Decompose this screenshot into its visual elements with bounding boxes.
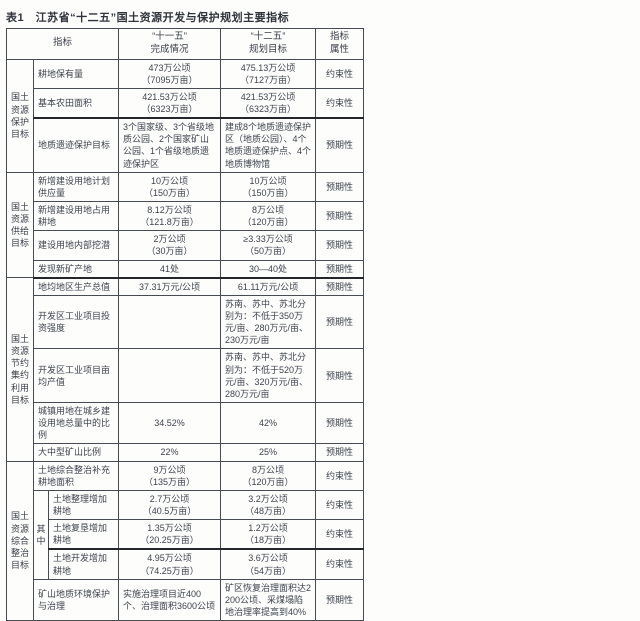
indicator-label: 地质遗迹保护目标 (33, 117, 119, 173)
value-12th: 61.11万元/公顷 (220, 277, 316, 296)
value-12th: 建成8个地质遗迹保护区（地质公园）、4个地质遗迹保护点、4个地质博物馆 (220, 117, 316, 173)
indicator-label: 开发区工业项目投资强度 (33, 294, 119, 350)
indicator-label: 土地综合整治补充耕地面积 (33, 460, 119, 491)
table-row: 城镇用地在城乡建设用地总量中的比例 34.52% 42% 预期性 (7, 401, 364, 445)
value-11th: 34.52% (118, 401, 221, 445)
group-cell-protection: 国土资源保护目标 (6, 58, 34, 173)
table-row: 国土资源保护目标 耕地保有量 473万公顷 （7095万亩） 475.13万公顷… (6, 58, 364, 173)
value-11th: 22% (118, 443, 221, 462)
header-attribute: 指标 属性 (315, 28, 364, 60)
attribute-cell: 约束性 (315, 489, 364, 521)
value-12th: 3.6万公顷 （54万亩） (220, 548, 316, 580)
group-cell-remediation: 国土资源综合整治目标 (6, 460, 34, 621)
value-12th: 8万公顷 （120万亩） (220, 201, 316, 232)
value-11th: 9万公顷 （135万亩） (118, 460, 221, 491)
value-12th: ≥3.33万公顷 （50万亩） (220, 230, 316, 261)
value-12th: 421.53万公顷 （6323万亩） (220, 87, 316, 120)
attribute-cell: 预期性 (315, 443, 364, 462)
indicator-label: 耕地保有量 (33, 58, 119, 89)
table-row: 地质遗迹保护目标 3个国家级、3个省级地质公园、2个国家矿山公园、1个省级地质遗… (7, 117, 364, 173)
value-12th: 42% (220, 401, 316, 445)
value-12th: 10万公顷 （150万亩） (220, 171, 316, 203)
table-row: 开发区工业项目投资强度 苏南、苏中、苏北分别为：不低于350万元/亩、280万元… (7, 294, 364, 350)
indicator-label: 矿山地质环境保护与治理 (33, 578, 119, 621)
table-row: 其中 土地整理增加耕地 2.7万公顷 （40.5万亩） 3.2万公顷 （48万亩… (7, 489, 364, 580)
indicator-label: 发现新矿产地 (33, 259, 119, 279)
value-12th: 8万公顷 （120万亩） (220, 460, 316, 491)
attribute-cell: 约束性 (315, 519, 364, 551)
indicator-label: 土地开发增加耕地 (48, 548, 119, 580)
table-row: 国土资源综合整治目标 土地综合整治补充耕地面积 9万公顷 （135万亩） 8万公… (6, 460, 364, 621)
header-indicator: 指标 (6, 28, 119, 60)
table-row: 大中型矿山比例 22% 25% 预期性 (7, 443, 364, 462)
indicator-label: 土地整理增加耕地 (48, 489, 119, 521)
group-cell-supply: 国土资源供给目标 (6, 171, 34, 279)
table-header-row: 指标 “十一五” 完成情况 “十二五” 规划目标 指标 属性 (6, 28, 364, 60)
attribute-cell: 预期性 (315, 401, 364, 445)
value-11th: 2万公顷 （30万亩） (118, 230, 221, 261)
table-row: 土地开发增加耕地 4.95万公顷 （74.25万亩） 3.6万公顷 （54万亩）… (7, 548, 364, 580)
value-11th: 421.53万公顷 （6323万亩） (118, 87, 221, 120)
attribute-cell: 约束性 (315, 460, 364, 491)
header-period-12th: “十二五” 规划目标 (220, 28, 316, 60)
table-row: 基本农田面积 421.53万公顷 （6323万亩） 421.53万公顷 （632… (7, 87, 364, 120)
value-11th (118, 348, 221, 403)
attribute-cell: 约束性 (315, 58, 364, 89)
value-11th: 41处 (118, 259, 221, 279)
subgroup-cell-among-which: 其中 (33, 489, 49, 580)
indicator-label: 建设用地内部挖潜 (33, 230, 119, 261)
value-11th: 10万公顷 （150万亩） (118, 171, 221, 203)
indicator-label: 新增建设用地占用耕地 (33, 201, 119, 232)
attribute-cell: 约束性 (315, 548, 364, 580)
indicator-label: 地均地区生产总值 (33, 277, 119, 296)
table-row: 开发区工业项目亩均产值 苏南、苏中、苏北分别为：不低于520万元/亩、320万元… (7, 348, 364, 403)
value-12th: 矿区恢复治理面积达2200公顷、采煤塌陷地治理率提高到40% (220, 578, 316, 621)
attribute-cell: 约束性 (315, 87, 364, 120)
value-12th: 30—40处 (220, 259, 316, 279)
table-row: 国土资源节约集约利用目标 地均地区生产总值 37.31万元/公顷 61.11万元… (6, 277, 364, 462)
indicator-label: 新增建设用地计划供应量 (33, 171, 119, 203)
attribute-cell: 预期性 (315, 259, 364, 279)
value-11th: 8.12万公顷 （121.8万亩） (118, 201, 221, 232)
value-12th: 苏南、苏中、苏北分别为：不低于520万元/亩、320万元/亩、280万元/亩 (220, 348, 316, 403)
table-row: 新增建设用地占用耕地 8.12万公顷 （121.8万亩） 8万公顷 （120万亩… (7, 201, 364, 232)
indicator-label: 开发区工业项目亩均产值 (33, 348, 119, 403)
attribute-cell: 预期性 (315, 578, 364, 621)
table-row: 矿山地质环境保护与治理 实施治理项目近400个、治理面积3600公顷 矿区恢复治… (7, 578, 364, 621)
indicator-label: 基本农田面积 (33, 87, 119, 120)
table-row: 土地复垦增加耕地 1.35万公顷 （20.25万亩） 1.2万公顷 （18万亩）… (7, 519, 364, 551)
value-11th: 4.95万公顷 （74.25万亩） (118, 548, 221, 580)
attribute-cell: 预期性 (315, 171, 364, 203)
group-cell-intensive-use: 国土资源节约集约利用目标 (6, 277, 34, 462)
attribute-cell: 预期性 (315, 230, 364, 261)
value-12th: 苏南、苏中、苏北分别为：不低于350万元/亩、280万元/亩、230万元/亩 (220, 294, 316, 350)
value-12th: 3.2万公顷 （48万亩） (220, 489, 316, 521)
indicator-label: 城镇用地在城乡建设用地总量中的比例 (33, 401, 119, 445)
value-11th: 3个国家级、3个省级地质公园、2个国家矿山公园、1个省级地质遗迹保护区 (118, 117, 221, 173)
attribute-cell: 预期性 (315, 294, 364, 350)
value-11th: 473万公顷 （7095万亩） (118, 58, 221, 89)
table-row: 发现新矿产地 41处 30—40处 预期性 (7, 259, 364, 279)
indicator-table: 指标 “十一五” 完成情况 “十二五” 规划目标 指标 属性 国土资源保护目标 … (6, 28, 364, 621)
value-11th (118, 294, 221, 350)
attribute-cell: 预期性 (315, 277, 364, 296)
attribute-cell: 预期性 (315, 201, 364, 232)
indicator-label: 大中型矿山比例 (33, 443, 119, 462)
value-12th: 1.2万公顷 （18万亩） (220, 519, 316, 551)
value-11th: 2.7万公顷 （40.5万亩） (118, 489, 221, 521)
value-11th: 实施治理项目近400个、治理面积3600公顷 (118, 578, 221, 621)
table-row: 建设用地内部挖潜 2万公顷 （30万亩） ≥3.33万公顷 （50万亩） 预期性 (7, 230, 364, 261)
value-12th: 475.13万公顷 （7127万亩） (220, 58, 316, 89)
value-11th: 37.31万元/公顷 (118, 277, 221, 296)
header-period-11th: “十一五” 完成情况 (118, 28, 221, 60)
attribute-cell: 预期性 (315, 117, 364, 173)
indicator-label: 土地复垦增加耕地 (48, 519, 119, 551)
value-11th: 1.35万公顷 （20.25万亩） (118, 519, 221, 551)
table-row: 国土资源供给目标 新增建设用地计划供应量 10万公顷 （150万亩） 10万公顷… (6, 171, 364, 279)
table-title: 表1 江苏省“十二五”国土资源开发与保护规划主要指标 (6, 12, 290, 24)
value-12th: 25% (220, 443, 316, 462)
attribute-cell: 预期性 (315, 348, 364, 403)
